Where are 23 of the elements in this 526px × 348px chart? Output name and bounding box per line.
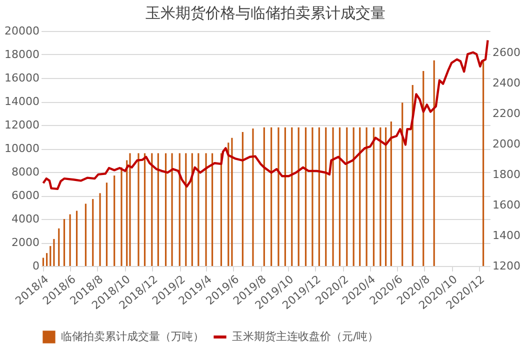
y2-tick-label: 2000: [492, 137, 520, 150]
y-tick-label: 8000: [12, 166, 40, 178]
y-tick-label: 14000: [4, 95, 40, 108]
y2-tick-label: 2400: [492, 76, 520, 90]
y2-tick-label: 1800: [492, 168, 520, 181]
y-tick-label: 0: [32, 260, 40, 272]
y2-tick-label: 1600: [492, 198, 520, 212]
y2-tick-label: 2600: [492, 46, 520, 59]
y2-tick-label: 1400: [492, 228, 520, 242]
y-tick-label: 4000: [12, 212, 40, 226]
y-tick-label: 6000: [12, 189, 40, 202]
y-tick-label: 12000: [4, 118, 40, 132]
y-tick-label: 20000: [4, 24, 40, 38]
y2-tick-label: 1200: [492, 260, 520, 272]
y-tick-label: 18000: [4, 48, 40, 61]
line-series: [42, 39, 489, 190]
y-tick-label: 10000: [4, 142, 40, 155]
legend-label: 临储拍卖累计成交量（万吨）: [61, 330, 204, 343]
y-tick-label: 2000: [12, 236, 40, 249]
y2-tick-label: 2200: [492, 106, 520, 120]
legend-label: 玉米期货主连收盘价（元/吨）: [232, 330, 379, 343]
y-tick-label: 16000: [4, 72, 40, 84]
chart-title: 玉米期货价格与临储拍卖累计成交量: [146, 4, 386, 22]
